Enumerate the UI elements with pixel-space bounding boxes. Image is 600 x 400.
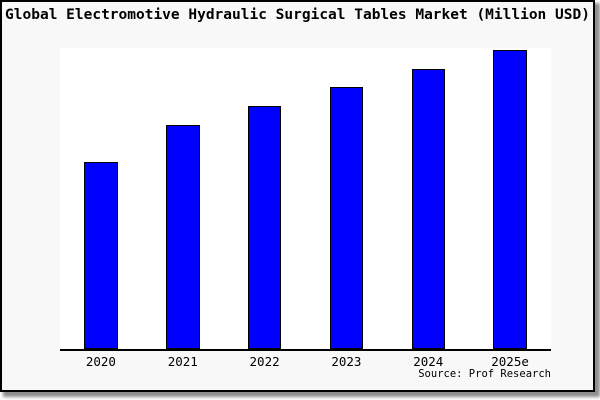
- x-tick-label-2022: 2022: [249, 354, 280, 369]
- bar-2022: [247, 106, 282, 349]
- bar-2023: [329, 87, 364, 349]
- x-tick-label-2021: 2021: [167, 354, 198, 369]
- bar-2025e: [493, 50, 527, 349]
- bar-2021: [166, 125, 200, 349]
- source-credit: Source: Prof Research: [418, 368, 551, 380]
- x-tick-label-2024: 2024: [413, 354, 444, 369]
- x-tick-label-2025e: 2025e: [491, 354, 529, 369]
- bar-2024: [411, 69, 445, 349]
- x-tick-label-2020: 2020: [85, 354, 116, 369]
- x-tick-label-2023: 2023: [331, 354, 362, 369]
- bar-2020: [84, 162, 118, 349]
- plot-area: [60, 48, 551, 351]
- chart-window: Global Electromotive Hydraulic Surgical …: [0, 0, 595, 392]
- chart-title: Global Electromotive Hydraulic Surgical …: [5, 7, 590, 23]
